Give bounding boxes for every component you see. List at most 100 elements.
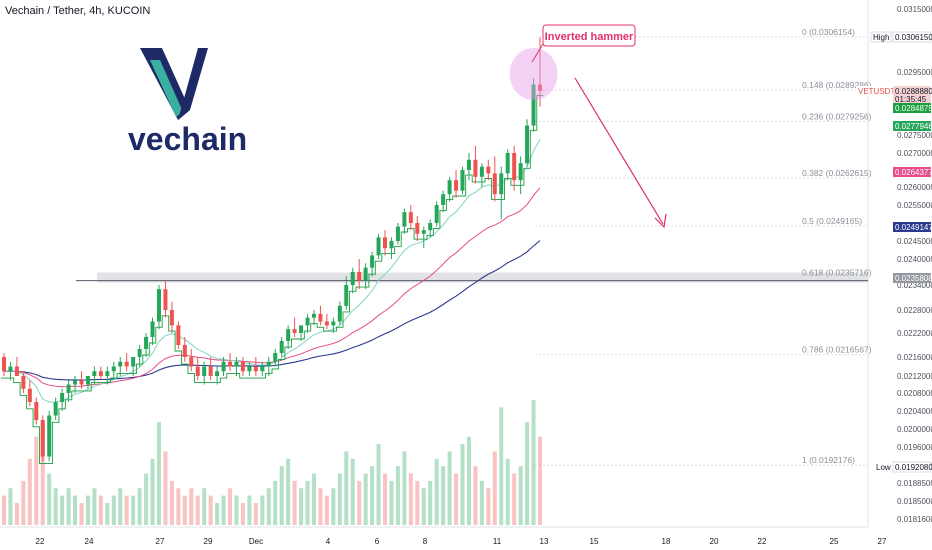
candle-bear[interactable]: [537, 84, 543, 91]
volume-bar: [21, 480, 26, 525]
candle-bear[interactable]: [40, 420, 45, 457]
candle-bull[interactable]: [466, 159, 471, 170]
candle-bear[interactable]: [21, 376, 26, 389]
volume-bar: [415, 480, 420, 525]
candle-bull[interactable]: [311, 313, 316, 318]
candle-bear[interactable]: [195, 366, 200, 377]
candle-bull[interactable]: [105, 371, 110, 376]
price-tick-label: 0.0208000: [897, 389, 932, 398]
candle-bear[interactable]: [318, 313, 323, 322]
candle-bear[interactable]: [292, 329, 297, 333]
candle-bull[interactable]: [66, 384, 71, 394]
candle-bull[interactable]: [53, 402, 58, 416]
candle-bull[interactable]: [441, 194, 446, 205]
candle-bear[interactable]: [1, 357, 7, 372]
candle-bull[interactable]: [525, 125, 530, 164]
candle-bear[interactable]: [79, 380, 84, 385]
candle-bear[interactable]: [383, 237, 388, 249]
candle-bull[interactable]: [499, 173, 504, 195]
candle-bull[interactable]: [111, 366, 116, 372]
candle-bear[interactable]: [253, 366, 258, 372]
candle-bull[interactable]: [299, 325, 304, 333]
candle-bear[interactable]: [208, 366, 213, 377]
candle-bull[interactable]: [279, 341, 284, 353]
candle-bear[interactable]: [169, 310, 174, 326]
candle-bull[interactable]: [428, 223, 433, 231]
candle-bull[interactable]: [531, 84, 536, 126]
candle-bear[interactable]: [124, 361, 129, 367]
candle-bull[interactable]: [286, 329, 291, 341]
candle-bull[interactable]: [131, 357, 136, 367]
candle-bear[interactable]: [228, 361, 233, 367]
candle-bull[interactable]: [337, 305, 342, 322]
candle-bull[interactable]: [202, 366, 207, 377]
candle-bull[interactable]: [215, 371, 220, 376]
candle-bull[interactable]: [260, 366, 265, 372]
candle-bear[interactable]: [163, 289, 168, 310]
candle-bear[interactable]: [473, 159, 478, 177]
candle-bull[interactable]: [137, 349, 142, 357]
candle-bear[interactable]: [492, 173, 497, 195]
candle-bull[interactable]: [47, 415, 52, 457]
candle-bull[interactable]: [73, 380, 78, 385]
forecast-arrow[interactable]: [574, 77, 667, 229]
candle-bull[interactable]: [273, 353, 278, 362]
candle-bear[interactable]: [408, 212, 413, 223]
candle-bear[interactable]: [324, 321, 329, 326]
candle-bull[interactable]: [376, 237, 381, 256]
candle-bear[interactable]: [486, 166, 491, 174]
candle-bull[interactable]: [60, 393, 65, 402]
candle-bull[interactable]: [266, 361, 271, 367]
volume-bar: [383, 473, 388, 525]
candle-bull[interactable]: [460, 170, 465, 191]
candle-bear[interactable]: [357, 272, 362, 281]
candle-bull[interactable]: [8, 366, 13, 372]
annotation-callout[interactable]: Inverted hammer: [531, 24, 636, 63]
candle-bull[interactable]: [331, 321, 336, 326]
candle-bear[interactable]: [415, 223, 420, 234]
candle-bear[interactable]: [34, 402, 39, 420]
candle-bear[interactable]: [182, 345, 187, 357]
candle-bull[interactable]: [156, 289, 161, 322]
volume-bar: [202, 488, 207, 525]
candle-bull[interactable]: [305, 317, 310, 326]
candle-bull[interactable]: [92, 371, 97, 376]
candle-bull[interactable]: [518, 163, 523, 181]
candle-bull[interactable]: [434, 205, 439, 223]
candle-bull[interactable]: [344, 285, 349, 306]
volume-bar: [60, 495, 65, 525]
candle-bull[interactable]: [234, 361, 239, 367]
candle-bull[interactable]: [370, 255, 375, 268]
candle-bull[interactable]: [350, 272, 355, 285]
candle-bull[interactable]: [118, 361, 123, 367]
volume-bar: [473, 466, 478, 525]
candle-bull[interactable]: [221, 361, 226, 372]
candle-bear[interactable]: [189, 357, 194, 367]
candle-bear[interactable]: [454, 180, 459, 191]
price-badge-label: 0.0288880: [895, 87, 932, 96]
candle-bear[interactable]: [27, 388, 32, 402]
candle-bull[interactable]: [150, 321, 155, 338]
candles[interactable]: [1, 37, 543, 462]
candle-bull[interactable]: [144, 337, 149, 349]
volume-bar: [118, 488, 123, 525]
candle-bull[interactable]: [402, 212, 407, 227]
candle-bull[interactable]: [363, 267, 368, 281]
volume-bar: [499, 407, 504, 525]
price-badge-label: VETUSDT: [858, 87, 895, 96]
time-tick-label: 27: [878, 537, 887, 546]
candle-bear[interactable]: [240, 361, 245, 372]
candle-bull[interactable]: [389, 241, 394, 249]
candle-bull[interactable]: [505, 153, 510, 174]
candle-bear[interactable]: [176, 325, 181, 345]
candle-bull[interactable]: [85, 376, 90, 385]
candle-bull[interactable]: [447, 180, 452, 195]
candle-bear[interactable]: [98, 371, 103, 376]
candle-bull[interactable]: [395, 226, 400, 241]
candle-bear[interactable]: [14, 366, 19, 377]
candle-bull[interactable]: [479, 166, 484, 177]
candle-bull[interactable]: [247, 366, 252, 372]
candle-bull[interactable]: [421, 230, 426, 234]
candle-bear[interactable]: [512, 153, 517, 181]
